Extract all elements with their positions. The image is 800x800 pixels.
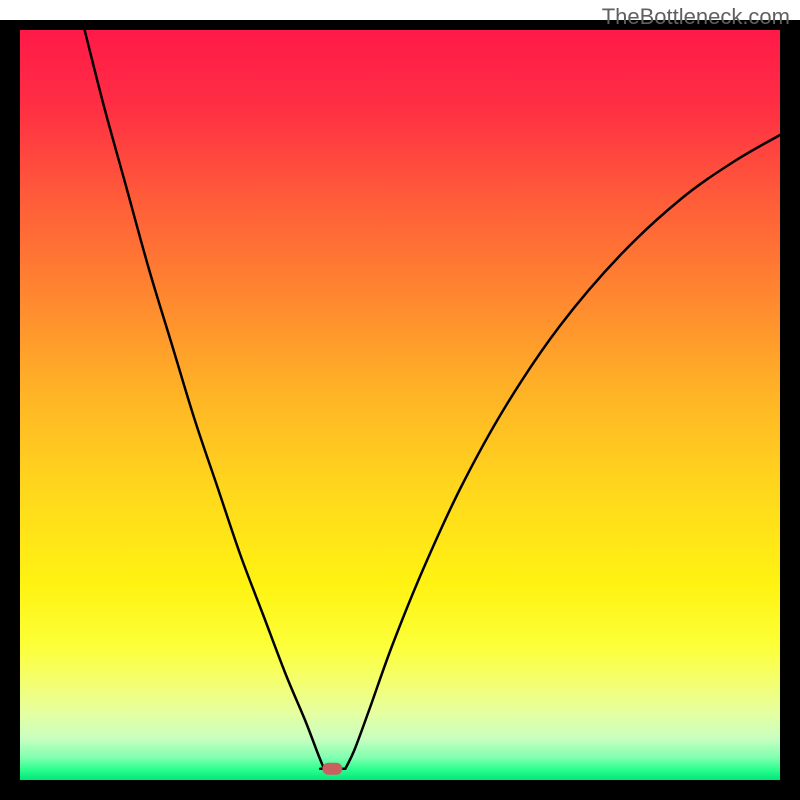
plot-background (20, 30, 780, 780)
watermark-text: TheBottleneck.com (602, 4, 790, 30)
chart-container: TheBottleneck.com (0, 0, 800, 800)
bottleneck-chart (0, 0, 800, 800)
optimum-marker (322, 763, 342, 775)
